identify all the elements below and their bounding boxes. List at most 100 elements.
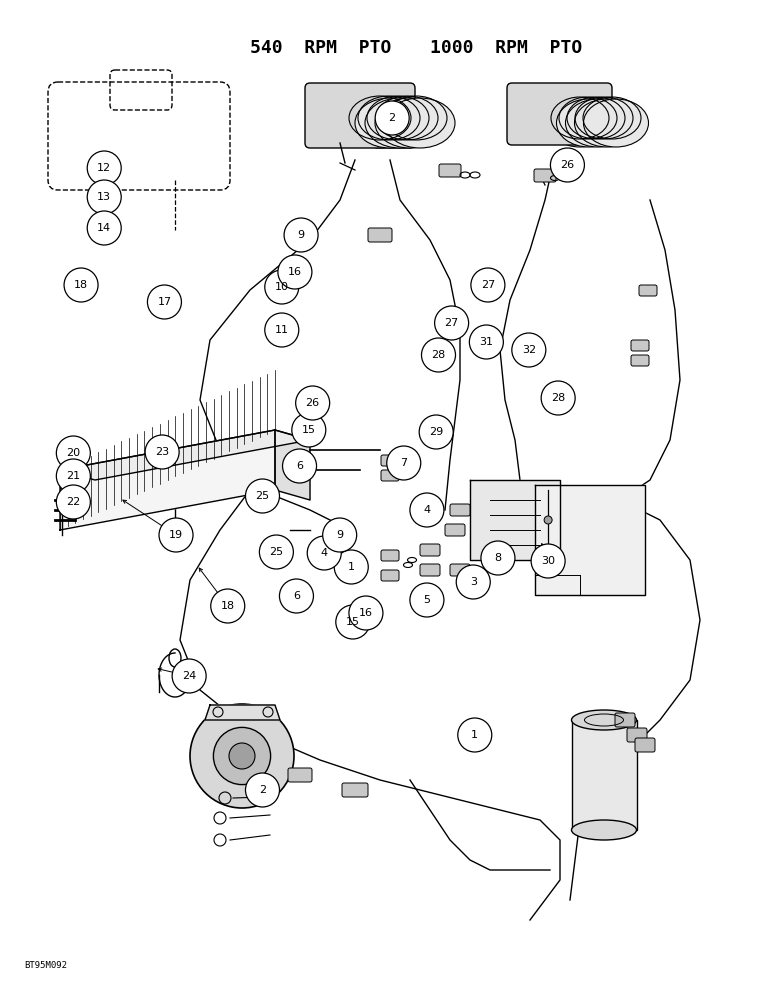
Circle shape <box>296 386 330 420</box>
Text: 1: 1 <box>471 730 479 740</box>
Polygon shape <box>470 480 560 560</box>
Circle shape <box>145 435 179 469</box>
Ellipse shape <box>571 820 636 840</box>
FancyBboxPatch shape <box>288 768 312 782</box>
Ellipse shape <box>385 98 455 148</box>
Circle shape <box>481 541 515 575</box>
Text: 25: 25 <box>256 491 269 501</box>
Text: 4: 4 <box>320 548 328 558</box>
Text: 22: 22 <box>66 497 80 507</box>
FancyBboxPatch shape <box>635 738 655 752</box>
Bar <box>572 720 637 830</box>
FancyBboxPatch shape <box>305 83 415 148</box>
Circle shape <box>334 550 368 584</box>
Circle shape <box>56 485 90 519</box>
Text: 16: 16 <box>359 608 373 618</box>
Ellipse shape <box>355 98 425 148</box>
Circle shape <box>265 270 299 304</box>
FancyBboxPatch shape <box>420 544 440 556</box>
Text: 1: 1 <box>347 562 355 572</box>
Text: 9: 9 <box>297 230 305 240</box>
Circle shape <box>147 285 181 319</box>
Text: 23: 23 <box>155 447 169 457</box>
Circle shape <box>458 718 492 752</box>
FancyBboxPatch shape <box>639 285 657 296</box>
Text: 14: 14 <box>97 223 111 233</box>
FancyBboxPatch shape <box>631 340 649 351</box>
Circle shape <box>283 449 317 483</box>
Circle shape <box>278 255 312 289</box>
Circle shape <box>245 773 279 807</box>
Circle shape <box>410 493 444 527</box>
Text: 27: 27 <box>445 318 459 328</box>
Text: 11: 11 <box>275 325 289 335</box>
Circle shape <box>211 589 245 623</box>
Circle shape <box>456 565 490 599</box>
Text: 3: 3 <box>469 577 477 587</box>
Circle shape <box>56 436 90 470</box>
FancyBboxPatch shape <box>450 504 470 516</box>
Text: 24: 24 <box>182 671 196 681</box>
FancyBboxPatch shape <box>507 83 612 145</box>
Text: 18: 18 <box>74 280 88 290</box>
Text: 30: 30 <box>541 556 555 566</box>
Text: 2: 2 <box>388 113 396 123</box>
Circle shape <box>279 579 313 613</box>
Ellipse shape <box>375 98 445 148</box>
FancyBboxPatch shape <box>450 564 470 576</box>
Text: 15: 15 <box>346 617 360 627</box>
Circle shape <box>87 180 121 214</box>
Circle shape <box>64 268 98 302</box>
Text: 26: 26 <box>560 160 574 170</box>
Circle shape <box>512 333 546 367</box>
Ellipse shape <box>557 99 621 147</box>
Circle shape <box>435 306 469 340</box>
Circle shape <box>349 596 383 630</box>
Text: 25: 25 <box>269 547 283 557</box>
Circle shape <box>550 148 584 182</box>
Text: 28: 28 <box>551 393 565 403</box>
Text: 10: 10 <box>275 282 289 292</box>
Circle shape <box>410 583 444 617</box>
Text: 8: 8 <box>494 553 502 563</box>
Circle shape <box>471 268 505 302</box>
Text: 27: 27 <box>481 280 495 290</box>
Text: BT95M092: BT95M092 <box>25 960 68 970</box>
Circle shape <box>307 536 341 570</box>
Polygon shape <box>60 430 275 530</box>
Circle shape <box>245 479 279 513</box>
Text: 540  RPM  PTO: 540 RPM PTO <box>249 39 391 57</box>
Text: 20: 20 <box>66 448 80 458</box>
Circle shape <box>541 381 575 415</box>
Text: 7: 7 <box>400 458 408 468</box>
Ellipse shape <box>345 98 415 148</box>
Polygon shape <box>535 485 645 595</box>
Text: 21: 21 <box>66 471 80 481</box>
Text: 4: 4 <box>423 505 431 515</box>
FancyBboxPatch shape <box>342 783 368 797</box>
FancyBboxPatch shape <box>631 355 649 366</box>
Circle shape <box>292 413 326 447</box>
Circle shape <box>172 659 206 693</box>
Ellipse shape <box>365 98 435 148</box>
Text: 1000  RPM  PTO: 1000 RPM PTO <box>429 39 582 57</box>
FancyBboxPatch shape <box>439 164 461 177</box>
Text: 6: 6 <box>296 461 303 471</box>
Circle shape <box>87 211 121 245</box>
Circle shape <box>87 151 121 185</box>
Text: 5: 5 <box>423 595 431 605</box>
Text: 28: 28 <box>432 350 445 360</box>
Text: 12: 12 <box>97 163 111 173</box>
Circle shape <box>419 415 453 449</box>
Ellipse shape <box>574 99 639 147</box>
Circle shape <box>213 727 271 785</box>
Circle shape <box>469 325 503 359</box>
Text: 15: 15 <box>302 425 316 435</box>
Text: 26: 26 <box>306 398 320 408</box>
Text: 9: 9 <box>336 530 344 540</box>
Text: 6: 6 <box>293 591 300 601</box>
Circle shape <box>422 338 455 372</box>
Circle shape <box>259 535 293 569</box>
Text: 18: 18 <box>221 601 235 611</box>
Circle shape <box>56 459 90 493</box>
